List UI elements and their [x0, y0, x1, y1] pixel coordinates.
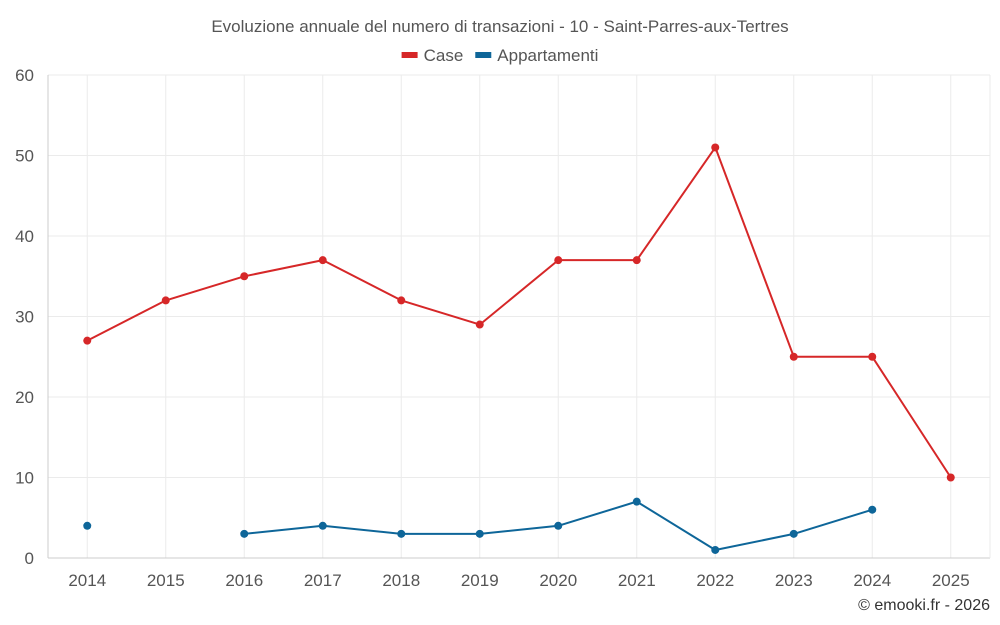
data-point-case-2017[interactable] [318, 256, 327, 265]
y-tick-label: 50 [15, 147, 34, 166]
x-tick-label: 2015 [147, 571, 185, 590]
chart-title: Evoluzione annuale del numero di transaz… [211, 17, 788, 36]
x-tick-label: 2021 [618, 571, 656, 590]
data-point-appartamenti-2020[interactable] [554, 521, 563, 530]
y-tick-label: 60 [15, 66, 34, 85]
data-point-case-2019[interactable] [475, 320, 484, 329]
x-tick-label: 2020 [539, 571, 577, 590]
legend-label: Case [424, 46, 464, 65]
y-tick-label: 10 [15, 469, 34, 488]
legend-item-appartamenti[interactable]: Appartamenti [475, 46, 598, 65]
data-point-appartamenti-2019[interactable] [475, 529, 484, 538]
y-tick-label: 0 [25, 549, 34, 568]
data-point-case-2025[interactable] [946, 473, 955, 482]
x-tick-label: 2024 [853, 571, 891, 590]
legend-swatch [401, 52, 418, 58]
data-point-case-2023[interactable] [789, 352, 798, 361]
x-tick-label: 2019 [461, 571, 499, 590]
series-line-case [86, 146, 952, 479]
x-tick-label: 2016 [225, 571, 263, 590]
y-tick-label: 30 [15, 308, 34, 327]
data-point-case-2024[interactable] [868, 352, 877, 361]
series-group [83, 143, 955, 554]
data-point-appartamenti-2016[interactable] [240, 529, 249, 538]
x-tick-label: 2018 [382, 571, 420, 590]
x-tick-label: 2025 [932, 571, 970, 590]
data-point-appartamenti-2022[interactable] [711, 545, 720, 554]
data-point-appartamenti-2017[interactable] [318, 521, 327, 530]
data-point-appartamenti-2018[interactable] [397, 529, 406, 538]
data-point-case-2022[interactable] [711, 143, 720, 152]
data-point-appartamenti-2021[interactable] [632, 497, 641, 506]
legend-swatch [475, 52, 492, 58]
data-point-appartamenti-2024[interactable] [868, 505, 877, 514]
data-point-case-2020[interactable] [554, 256, 563, 265]
y-tick-label: 20 [15, 388, 34, 407]
x-tick-label: 2014 [68, 571, 106, 590]
legend: Case Appartamenti [401, 46, 598, 65]
y-tick-label: 40 [15, 227, 34, 246]
data-point-case-2015[interactable] [161, 296, 170, 305]
grid [47, 74, 991, 559]
x-tick-label: 2023 [775, 571, 813, 590]
x-tick-label: 2022 [696, 571, 734, 590]
data-point-case-2018[interactable] [397, 296, 406, 305]
data-point-case-2021[interactable] [632, 256, 641, 265]
series-appartamenti [83, 497, 877, 554]
y-axis: 0 10 20 30 40 50 60 [15, 66, 34, 568]
data-point-case-2014[interactable] [83, 336, 92, 345]
credit: © emooki.fr - 2026 [858, 597, 990, 614]
legend-item-case[interactable]: Case [401, 46, 464, 65]
series-case [83, 143, 955, 482]
data-point-appartamenti-2023[interactable] [789, 529, 798, 538]
legend-label: Appartamenti [497, 46, 598, 65]
data-point-appartamenti-2014[interactable] [83, 521, 92, 530]
data-point-case-2016[interactable] [240, 272, 249, 281]
x-axis: 2014 2015 2016 2017 2018 2019 2020 2021 2022 2023… [68, 571, 969, 590]
x-tick-label: 2017 [304, 571, 342, 590]
